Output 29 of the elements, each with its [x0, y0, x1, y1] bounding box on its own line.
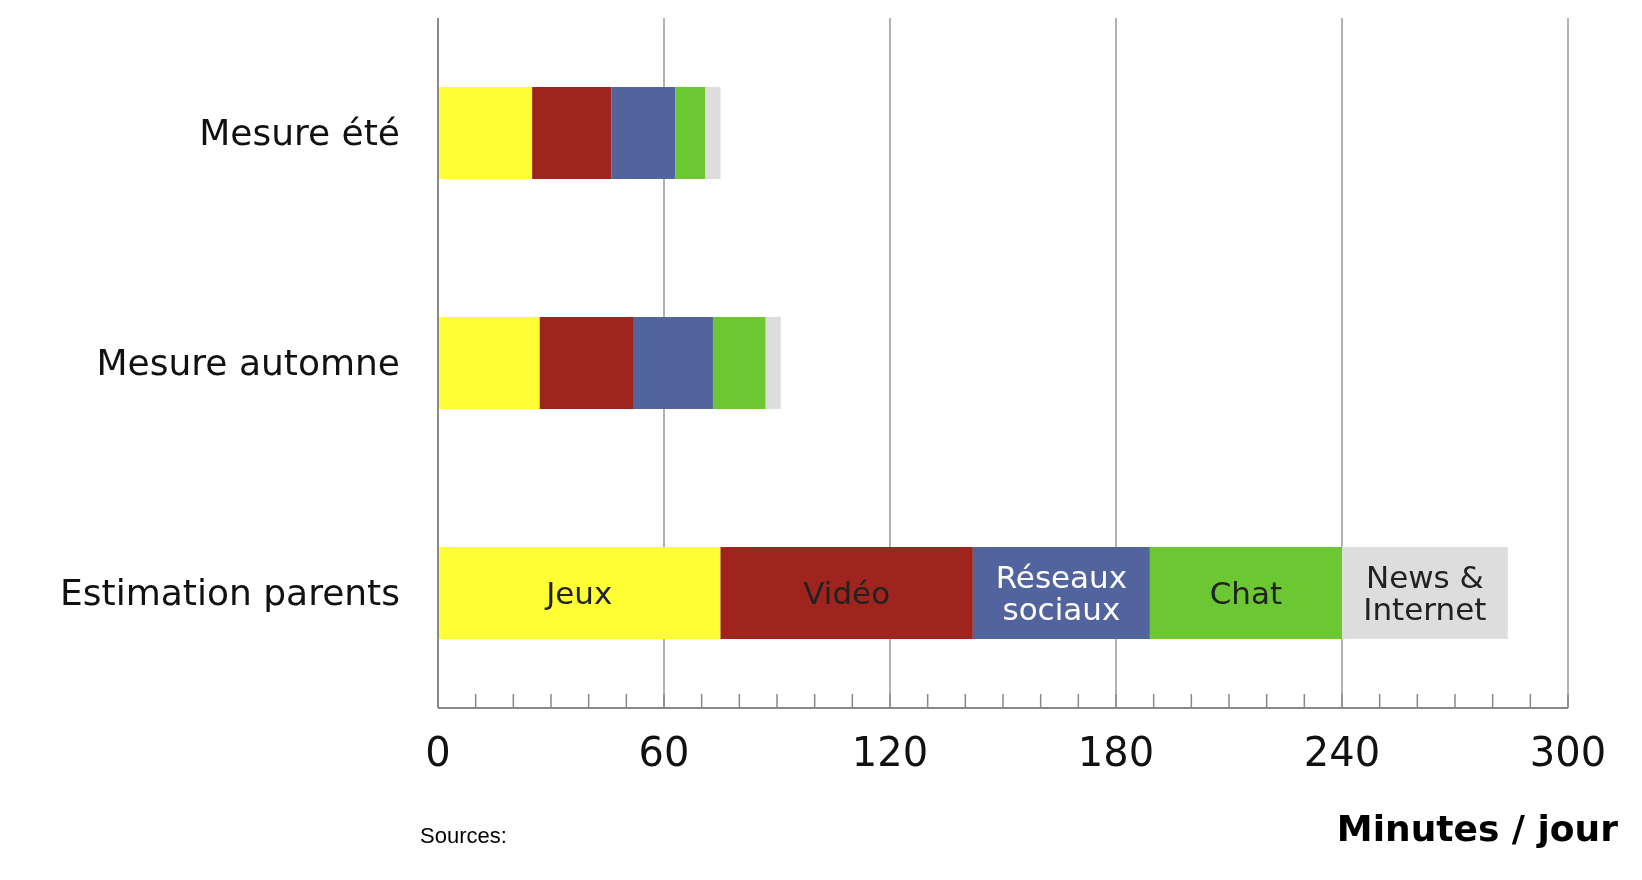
bar — [720, 547, 973, 639]
series-label: Vidéo — [803, 574, 891, 611]
bar — [532, 87, 612, 179]
x-tick-label: 120 — [851, 729, 929, 775]
source-note: Sources: — [420, 823, 507, 848]
y-tick-label: Mesure été — [199, 112, 400, 153]
x-tick-label: 60 — [638, 729, 690, 775]
x-axis-title: Minutes / jour — [1336, 808, 1618, 849]
series-label: News & Internet — [1363, 558, 1487, 628]
x-tick-label: 240 — [1303, 729, 1381, 775]
x-tick-label: 300 — [1529, 729, 1607, 775]
bar — [633, 317, 713, 409]
series-label: Jeux — [544, 574, 613, 611]
y-tick-label: Mesure automne — [96, 342, 400, 383]
series-label: Chat — [1209, 574, 1283, 611]
x-tick-label: 180 — [1077, 729, 1155, 775]
bar — [705, 87, 721, 179]
bar — [712, 317, 766, 409]
bar — [765, 317, 781, 409]
bar — [438, 87, 533, 179]
bar — [675, 87, 706, 179]
x-tick-label: 0 — [425, 729, 451, 775]
y-tick-label: Estimation parents — [60, 572, 400, 613]
bar — [539, 317, 634, 409]
series-label: Réseaux sociaux — [995, 558, 1128, 628]
bar — [438, 317, 540, 409]
bar — [438, 547, 721, 639]
bar — [1149, 547, 1342, 639]
bar — [611, 87, 676, 179]
